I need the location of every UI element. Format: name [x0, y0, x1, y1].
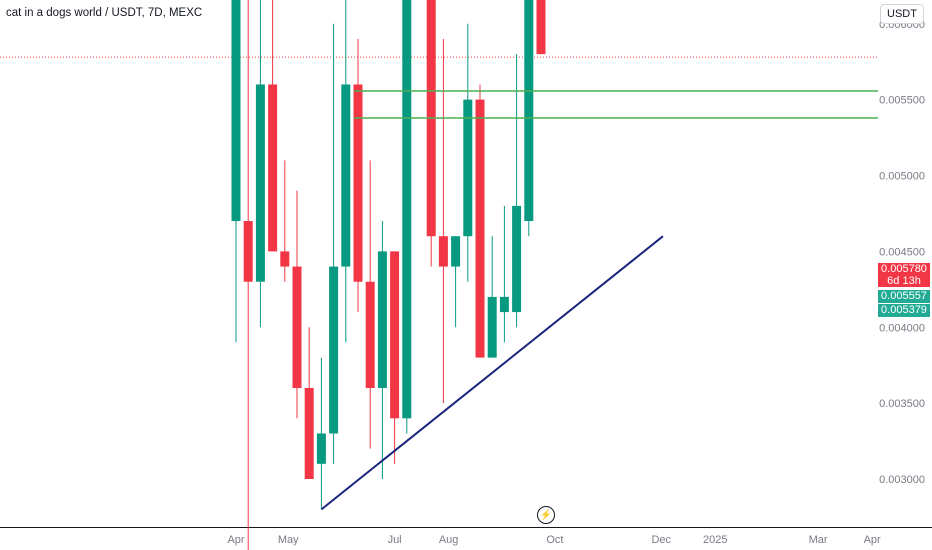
candle-body — [512, 205, 522, 313]
time-tick-label: Dec — [651, 534, 671, 546]
candle-body — [390, 251, 400, 419]
time-axis[interactable]: Apr May Jul Aug Oct Dec 2025 Mar Apr — [227, 534, 881, 546]
candle-body — [536, 0, 546, 55]
time-tick-label: Oct — [546, 534, 563, 546]
last-price-tag: 0.005780 6d 13h — [878, 263, 930, 287]
time-tick-label: Jul — [388, 534, 402, 546]
candle-body — [268, 84, 278, 252]
candle-body — [475, 99, 485, 358]
lightning-icon[interactable]: ⚡ — [537, 506, 555, 524]
candle-body — [524, 0, 534, 222]
horizontal-levels[interactable] — [354, 90, 878, 119]
time-tick-label: Aug — [439, 534, 459, 546]
time-tick-label: Apr — [227, 534, 244, 546]
candle-body — [487, 296, 497, 358]
candle-body — [353, 84, 363, 282]
candle-body — [402, 0, 412, 419]
candle-body — [463, 99, 473, 237]
symbol-title: cat in a dogs world / USDT, 7D, MEXC — [6, 7, 203, 19]
candle-body — [329, 266, 339, 434]
candle-body — [438, 236, 448, 267]
trendline[interactable] — [320, 235, 664, 511]
level-tag-2: 0.005379 — [878, 304, 930, 317]
candle-body — [304, 387, 314, 479]
candle-body — [255, 84, 265, 282]
time-tick-label: 2025 — [703, 534, 727, 546]
price-tick-label: 0.004500 — [879, 246, 925, 258]
candle-body — [243, 221, 253, 282]
last-price-value: 0.005780 — [881, 263, 927, 275]
candle-body — [316, 433, 326, 464]
candle-body — [341, 84, 351, 267]
price-tick-label: 0.004000 — [879, 322, 925, 334]
price-tick-label: 0.003000 — [879, 474, 925, 486]
price-axis[interactable]: 0.0025000.0030000.0035000.0040000.004500… — [879, 0, 925, 550]
price-tick-label: 0.005000 — [879, 171, 925, 183]
candle-body — [292, 266, 302, 388]
candle-body — [451, 236, 461, 267]
time-tick-label: Mar — [809, 534, 828, 546]
countdown-label: 6d 13h — [887, 275, 921, 287]
candle-body — [377, 251, 387, 388]
candle-body — [280, 251, 290, 267]
time-tick-label: Apr — [864, 534, 881, 546]
candle-body — [231, 0, 241, 222]
price-tick-label: 0.005500 — [879, 95, 925, 107]
time-tick-label: May — [278, 534, 299, 546]
price-tick-label: 0.003500 — [879, 398, 925, 410]
currency-button[interactable]: USDT — [880, 4, 924, 24]
candle-body — [365, 281, 375, 388]
candle-body — [499, 296, 509, 313]
level-tag-1: 0.005557 — [878, 290, 930, 303]
